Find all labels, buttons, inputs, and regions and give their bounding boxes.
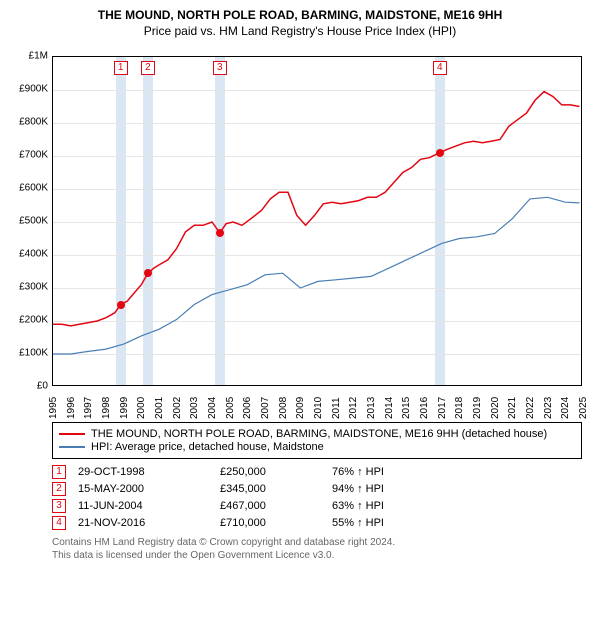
y-axis-label: £200K bbox=[8, 315, 48, 326]
y-axis-label: £400K bbox=[8, 249, 48, 260]
transaction-date: 15-MAY-2000 bbox=[78, 483, 208, 495]
x-axis-label: 2011 bbox=[331, 397, 342, 419]
transaction-date: 11-JUN-2004 bbox=[78, 500, 208, 512]
x-axis-label: 2019 bbox=[472, 397, 483, 419]
transaction-hpi: 94% ↑ HPI bbox=[332, 483, 432, 495]
x-axis-label: 1995 bbox=[48, 397, 59, 419]
transaction-point-2 bbox=[144, 269, 152, 277]
x-axis-label: 2016 bbox=[419, 397, 430, 419]
y-axis-label: £1M bbox=[8, 51, 48, 62]
x-axis-label: 2020 bbox=[490, 397, 501, 419]
legend-swatch-1 bbox=[59, 433, 85, 435]
chart-legend: THE MOUND, NORTH POLE ROAD, BARMING, MAI… bbox=[52, 422, 582, 459]
transaction-row: 2 15-MAY-2000 £345,000 94% ↑ HPI bbox=[52, 482, 582, 496]
x-axis-label: 2010 bbox=[313, 397, 324, 419]
x-axis-label: 2000 bbox=[136, 397, 147, 419]
x-axis-label: 1998 bbox=[101, 397, 112, 419]
x-axis-label: 2013 bbox=[366, 397, 377, 419]
transaction-price: £710,000 bbox=[220, 517, 320, 529]
transaction-hpi: 63% ↑ HPI bbox=[332, 500, 432, 512]
x-axis-label: 1999 bbox=[119, 397, 130, 419]
x-axis-label: 2021 bbox=[507, 397, 518, 419]
chart-footer: Contains HM Land Registry data © Crown c… bbox=[52, 536, 582, 562]
legend-label-2: HPI: Average price, detached house, Maid… bbox=[91, 441, 324, 453]
x-axis-label: 2006 bbox=[242, 397, 253, 419]
y-axis-label: £300K bbox=[8, 282, 48, 293]
transaction-price: £250,000 bbox=[220, 466, 320, 478]
transaction-point-4 bbox=[436, 149, 444, 157]
x-axis-label: 2025 bbox=[578, 397, 589, 419]
x-axis-label: 2007 bbox=[260, 397, 271, 419]
transactions-table: 1 29-OCT-1998 £250,000 76% ↑ HPI 2 15-MAY-200… bbox=[52, 465, 582, 530]
transaction-hpi: 76% ↑ HPI bbox=[332, 466, 432, 478]
transaction-price: £467,000 bbox=[220, 500, 320, 512]
transaction-row: 1 29-OCT-1998 £250,000 76% ↑ HPI bbox=[52, 465, 582, 479]
y-axis-label: £800K bbox=[8, 117, 48, 128]
y-axis-label: £700K bbox=[8, 150, 48, 161]
x-axis-label: 2002 bbox=[172, 397, 183, 419]
x-axis-label: 2014 bbox=[384, 397, 395, 419]
legend-swatch-2 bbox=[59, 446, 85, 448]
x-axis-label: 2004 bbox=[207, 397, 218, 419]
y-axis-label: £900K bbox=[8, 84, 48, 95]
transaction-point-1 bbox=[117, 301, 125, 309]
x-axis-label: 2001 bbox=[154, 397, 165, 419]
plot-region: 12 3 4 bbox=[52, 56, 582, 386]
y-axis-label: £500K bbox=[8, 216, 48, 227]
x-axis-label: 2009 bbox=[295, 397, 306, 419]
transaction-price: £345,000 bbox=[220, 483, 320, 495]
x-axis-label: 2024 bbox=[560, 397, 571, 419]
transaction-hpi: 55% ↑ HPI bbox=[332, 517, 432, 529]
x-axis-label: 2022 bbox=[525, 397, 536, 419]
y-axis-label: £100K bbox=[8, 348, 48, 359]
x-axis-label: 2003 bbox=[189, 397, 200, 419]
transaction-marker-4: 4 bbox=[433, 61, 447, 75]
x-axis-label: 2015 bbox=[401, 397, 412, 419]
chart-title-subtitle: Price paid vs. HM Land Registry's House … bbox=[8, 24, 592, 38]
chart-title-address: THE MOUND, NORTH POLE ROAD, BARMING, MAI… bbox=[8, 8, 592, 22]
transaction-row: 4 21-NOV-2016 £710,000 55% ↑ HPI bbox=[52, 516, 582, 530]
footer-line-1: Contains HM Land Registry data © Crown c… bbox=[52, 536, 582, 549]
line-series bbox=[53, 57, 583, 387]
y-axis-label: £600K bbox=[8, 183, 48, 194]
transaction-row: 3 11-JUN-2004 £467,000 63% ↑ HPI bbox=[52, 499, 582, 513]
transaction-marker-2: 2 bbox=[141, 61, 155, 75]
chart-area: £0 £100K £200K £300K £400K £500K £600K £700K £80… bbox=[8, 46, 592, 416]
transaction-marker-3: 3 bbox=[213, 61, 227, 75]
transaction-index: 3 bbox=[52, 499, 66, 513]
x-axis-label: 2017 bbox=[437, 397, 448, 419]
x-axis-label: 2012 bbox=[348, 397, 359, 419]
x-axis-label: 1996 bbox=[66, 397, 77, 419]
x-axis-label: 2018 bbox=[454, 397, 465, 419]
footer-line-2: This data is licensed under the Open Gov… bbox=[52, 549, 582, 562]
transaction-date: 21-NOV-2016 bbox=[78, 517, 208, 529]
transaction-date: 29-OCT-1998 bbox=[78, 466, 208, 478]
x-axis-label: 2005 bbox=[225, 397, 236, 419]
x-axis-label: 2008 bbox=[278, 397, 289, 419]
transaction-index: 2 bbox=[52, 482, 66, 496]
x-axis-label: 1997 bbox=[83, 397, 94, 419]
x-axis-label: 2023 bbox=[543, 397, 554, 419]
transaction-index: 4 bbox=[52, 516, 66, 530]
transaction-index: 1 bbox=[52, 465, 66, 479]
y-axis-label: £0 bbox=[8, 381, 48, 392]
legend-label-1: THE MOUND, NORTH POLE ROAD, BARMING, MAI… bbox=[91, 428, 547, 440]
transaction-marker-1: 1 bbox=[114, 61, 128, 75]
transaction-point-3 bbox=[216, 229, 224, 237]
